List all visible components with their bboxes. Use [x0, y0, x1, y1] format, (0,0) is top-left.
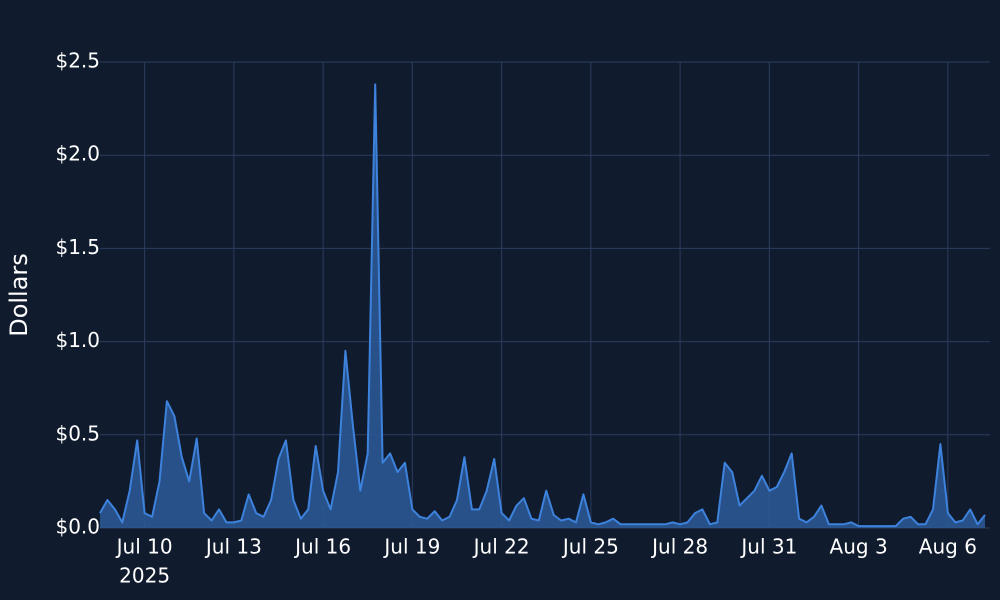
- x-tick-label: Jul 31: [739, 535, 797, 559]
- x-tick-label: Jul 13: [204, 535, 262, 559]
- y-tick-label: $0.5: [55, 421, 100, 445]
- x-year-label: 2025: [119, 564, 170, 588]
- x-tick-label: Jul 25: [561, 535, 619, 559]
- y-tick-label: $1.5: [55, 235, 100, 259]
- area-line: [99, 83, 986, 528]
- x-tick-label: Jul 19: [382, 535, 440, 559]
- y-tick-label: $0.0: [55, 515, 100, 539]
- y-tick-label: $1.0: [55, 328, 100, 352]
- area-fill: [100, 84, 985, 529]
- x-tick-label: Jul 22: [472, 535, 530, 559]
- x-tick-label: Jul 28: [650, 535, 708, 559]
- x-tick-label: Aug 6: [919, 535, 977, 559]
- y-tick-label: $2.0: [55, 142, 100, 166]
- grid: [100, 61, 990, 529]
- y-tick-label: $2.5: [55, 49, 100, 73]
- x-tick-label: Aug 3: [830, 535, 888, 559]
- x-tick-label: Jul 16: [293, 535, 351, 559]
- x-tick-label: Jul 10: [115, 535, 173, 559]
- y-axis-title: Dollars: [5, 253, 33, 337]
